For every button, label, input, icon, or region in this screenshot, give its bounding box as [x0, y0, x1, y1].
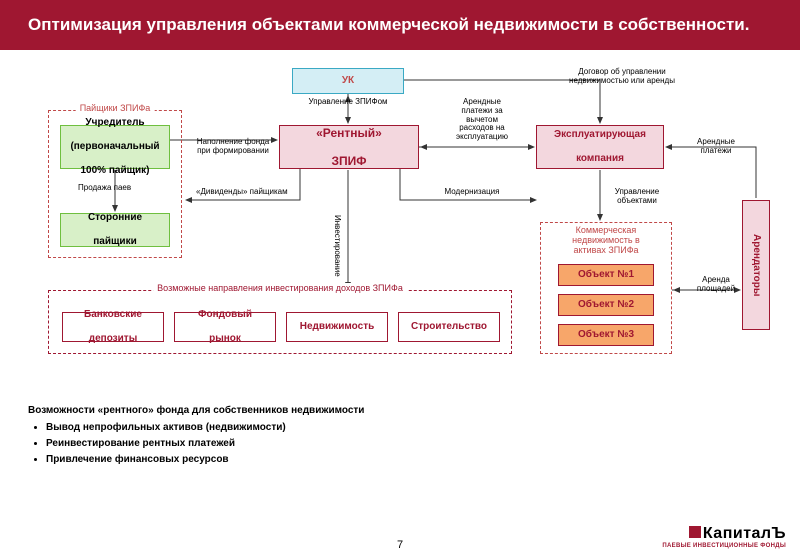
lbl-manage-obj: Управлениеобъектами [602, 188, 672, 206]
node-founder: Учредитель(первоначальный100% пайщик) [60, 125, 170, 169]
lbl-sell-shares: Продажа паев [78, 184, 154, 193]
group-invest-title: Возможные направления инвестирования дох… [153, 283, 407, 293]
lbl-fill-fund: Наполнение фондапри формировании [186, 138, 280, 156]
group-payers-title: Пайщики ЗПИФа [76, 103, 155, 113]
node-uk: УК [292, 68, 404, 94]
node-fond: Фондовыйрынок [174, 312, 276, 342]
lbl-investing: Инвестирование [332, 206, 341, 286]
lbl-manage-zpif: Управление ЗПИФом [296, 98, 400, 107]
footer-item: Привлечение финансовых ресурсов [46, 454, 364, 465]
slide-title: Оптимизация управления объектами коммерч… [28, 15, 749, 34]
node-object-2: Объект №2 [558, 294, 654, 316]
logo: КапиталЪ ПАЕВЫЕ ИНВЕСТИЦИОННЫЕ ФОНДЫ [662, 525, 786, 549]
node-stroy: Строительство [398, 312, 500, 342]
node-nedv: Недвижимость [286, 312, 388, 342]
slide-header: Оптимизация управления объектами коммерч… [0, 0, 800, 50]
group-assets-title: Коммерческая недвижимость в активах ЗПИФ… [568, 226, 644, 256]
page-number: 7 [397, 539, 403, 551]
footer-item: Вывод непрофильных активов (недвижимости… [46, 422, 364, 433]
lbl-modern: Модернизация [432, 188, 512, 197]
node-arendatory: Арендаторы [742, 200, 770, 330]
lbl-contract: Договор об управлениинедвижимостью или а… [542, 68, 702, 86]
footer-item: Реинвестирование рентных платежей [46, 438, 364, 449]
lbl-rent-payments: Арендныеплатежи за вычетомрасходов на эк… [446, 98, 518, 142]
logo-main: КапиталЪ [662, 525, 786, 543]
logo-sub: ПАЕВЫЕ ИНВЕСТИЦИОННЫЕ ФОНДЫ [662, 543, 786, 549]
footer-text: Возможности «рентного» фонда для собстве… [28, 405, 364, 470]
footer-list: Вывод непрофильных активов (недвижимости… [46, 422, 364, 465]
footer-title: Возможности «рентного» фонда для собстве… [28, 405, 364, 416]
node-zpif: «Рентный»ЗПИФ [279, 125, 419, 169]
node-object-3: Объект №3 [558, 324, 654, 346]
node-bank: Банковскиедепозиты [62, 312, 164, 342]
lbl-rent-pay2: Арендныеплатежи [688, 138, 744, 156]
node-object-1: Объект №1 [558, 264, 654, 286]
node-stor: Сторонниепайщики [60, 213, 170, 247]
lbl-dividends: «Дивиденды» пайщикам [196, 188, 306, 197]
logo-square-icon [689, 526, 701, 538]
lbl-rent-area: Арендаплощадей [688, 276, 744, 294]
node-expl: Эксплуатирующаякомпания [536, 125, 664, 169]
